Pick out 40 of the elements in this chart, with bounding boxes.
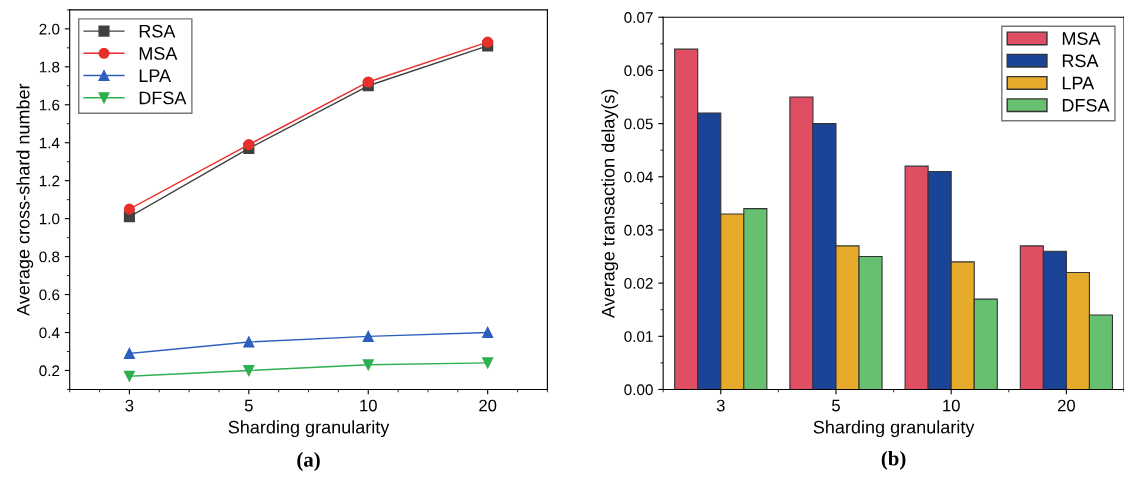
x-tick-label: 10 bbox=[943, 399, 960, 412]
legend-label: RSA bbox=[139, 24, 176, 38]
y-tick-label: 0.07 bbox=[624, 12, 653, 23]
text: (a) bbox=[297, 452, 320, 471]
y-tick-label: 0.05 bbox=[624, 118, 653, 130]
y-tick-label: 0.2 bbox=[39, 365, 60, 377]
y-tick-label: 0.04 bbox=[624, 171, 653, 183]
y-tick-label: 2.0 bbox=[39, 23, 60, 35]
y-tick-label: 1.8 bbox=[39, 61, 60, 73]
y-tick-label: 0.01 bbox=[624, 331, 653, 342]
y-axis-title: Average cross-shard number bbox=[16, 83, 34, 316]
y-tick-label: 1.4 bbox=[39, 137, 60, 149]
y-tick-label: 1.6 bbox=[39, 99, 60, 111]
x-tick-label: 3 bbox=[125, 399, 134, 412]
y-tick-label: 0.02 bbox=[624, 277, 653, 289]
y-tick-label: 0.03 bbox=[624, 224, 653, 236]
y-tick-label: 1.0 bbox=[39, 213, 60, 225]
y-tick-label: 0.06 bbox=[624, 65, 653, 77]
y-tick-label: 0.8 bbox=[39, 251, 60, 263]
legend-label: DFSA bbox=[1062, 98, 1110, 112]
x-tick-label: 10 bbox=[360, 399, 377, 412]
x-tick-label: 5 bbox=[832, 399, 840, 412]
x-axis-title: Sharding granularity bbox=[813, 420, 975, 438]
y-tick-label: 0.6 bbox=[39, 289, 60, 301]
x-tick-label: 3 bbox=[716, 399, 725, 412]
y-tick-label: 1.2 bbox=[39, 175, 60, 187]
legend-label: LPA bbox=[139, 69, 172, 82]
legend-label: LPA bbox=[1062, 76, 1095, 90]
legend-label: DFSA bbox=[139, 91, 187, 105]
legend-label: MSA bbox=[1062, 32, 1101, 45]
y-tick-label: 0.4 bbox=[39, 327, 60, 339]
x-tick-label: 20 bbox=[479, 399, 497, 412]
text: (b) bbox=[881, 450, 906, 470]
x-tick-label: 20 bbox=[1057, 399, 1076, 412]
legend-label: MSA bbox=[139, 47, 178, 60]
y-axis-title: Average transaction delay(s) bbox=[601, 89, 619, 319]
legend-label: RSA bbox=[1062, 54, 1099, 68]
x-axis-title: Sharding granularity bbox=[228, 420, 390, 438]
y-tick-label: 0.00 bbox=[624, 384, 653, 396]
x-tick-label: 5 bbox=[244, 399, 253, 412]
